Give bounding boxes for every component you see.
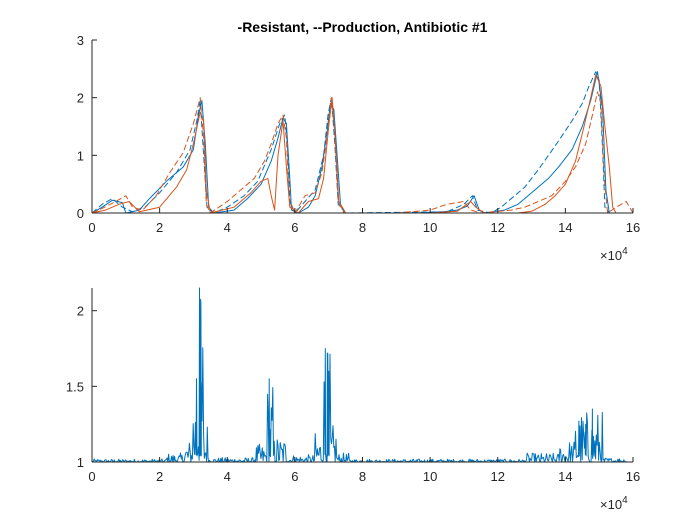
top-series-group (91, 71, 634, 214)
y-tick-label: 0 (77, 206, 84, 221)
x-tick-label: 2 (156, 469, 163, 484)
x-tick-label: 6 (291, 469, 298, 484)
x-tick-label: 10 (423, 469, 437, 484)
x-tick-label: 0 (88, 469, 95, 484)
bottom-x-multiplier: ×104 (600, 495, 628, 512)
top-chart-title: -Resistant, --Production, Antibiotic #1 (238, 19, 488, 35)
series-line (91, 91, 634, 214)
series-line (91, 71, 633, 214)
x-tick-label: 2 (156, 220, 163, 235)
x-tick-label: 14 (558, 220, 572, 235)
x-multiplier-base: ×10 (600, 497, 622, 512)
x-tick-label: 10 (423, 220, 437, 235)
x-tick-label: 14 (558, 469, 572, 484)
x-tick-label: 16 (626, 220, 640, 235)
y-tick-label: 2 (77, 304, 84, 319)
x-multiplier-base: ×10 (600, 248, 622, 263)
series-line (91, 74, 633, 214)
x-multiplier-exponent: 4 (622, 495, 628, 506)
x-tick-label: 4 (224, 469, 231, 484)
x-tick-label: 16 (626, 469, 640, 484)
x-tick-label: 6 (291, 220, 298, 235)
bottom-axis-lines (91, 288, 633, 463)
x-tick-label: 8 (359, 469, 366, 484)
x-tick-label: 4 (224, 220, 231, 235)
y-tick-label: 1.5 (66, 379, 84, 394)
x-tick-label: 8 (359, 220, 366, 235)
y-tick-label: 1 (77, 455, 84, 470)
top-x-multiplier: ×104 (600, 246, 628, 263)
y-tick-label: 3 (77, 33, 84, 48)
top-axes: -Resistant, --Production, Antibiotic #1 … (77, 19, 640, 263)
y-tick-label: 1 (77, 148, 84, 163)
x-multiplier-exponent: 4 (622, 246, 628, 257)
x-tick-label: 0 (88, 220, 95, 235)
series-line (91, 287, 627, 463)
x-tick-label: 12 (491, 469, 505, 484)
x-tick-label: 12 (491, 220, 505, 235)
series-line (91, 71, 633, 214)
top-axis-lines (91, 40, 633, 214)
bottom-tick-group: 0 2 4 6 8 10 12 14 16 1 1.5 2 (66, 304, 640, 484)
bottom-series-group (91, 287, 627, 463)
y-tick-label: 2 (77, 91, 84, 106)
